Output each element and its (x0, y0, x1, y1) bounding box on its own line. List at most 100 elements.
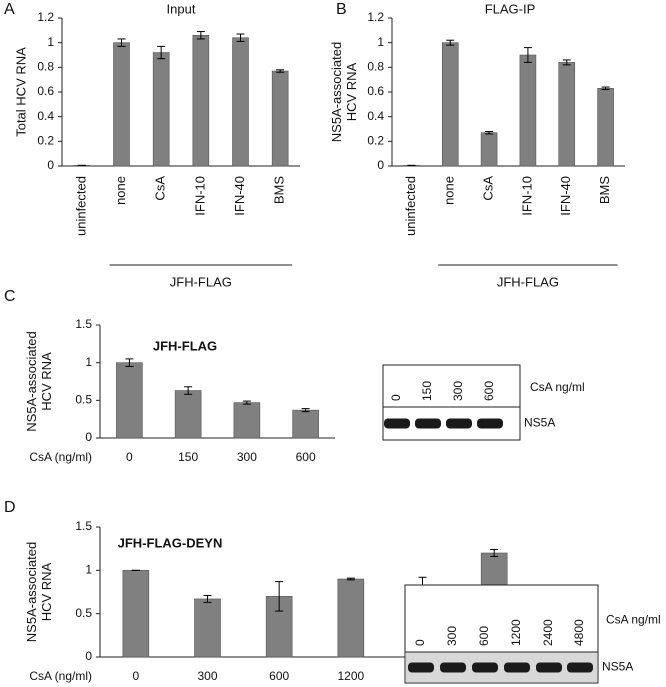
bar (152, 52, 170, 167)
x-tick-label: uninfected (403, 176, 418, 236)
bar (337, 578, 365, 658)
x-tick-label: IFN-40 (558, 176, 573, 216)
x-tick-label: 600 (269, 669, 289, 683)
group-label: JFH-FLAG (170, 274, 232, 289)
y-axis-label: NS5A-associated (24, 542, 39, 642)
bar (292, 409, 319, 439)
chart-title: JFH-FLAG-DEYN (118, 535, 223, 550)
panel-letter: A (4, 1, 15, 18)
blot-treatment: CsA ng/ml (606, 613, 661, 627)
x-axis-label: CsA (ng/ml) (29, 450, 92, 464)
lane-label: 4800 (572, 619, 586, 646)
chart-title: Input (167, 1, 196, 16)
error-bar (601, 86, 610, 91)
y-tick-label: 1 (47, 35, 54, 49)
y-tick-label: 0.6 (367, 84, 384, 98)
blot-band (408, 662, 434, 673)
lane-label: 2400 (541, 619, 555, 646)
x-tick-label: BMS (272, 176, 287, 205)
blot-band (567, 662, 593, 673)
error-bar (301, 408, 310, 413)
panel-letter: D (4, 499, 16, 516)
blot-band (472, 662, 498, 673)
error-bar (236, 33, 245, 42)
x-axis-label: CsA (ng/ml) (29, 669, 92, 683)
y-tick-label: 1 (85, 355, 92, 369)
bar (192, 34, 210, 167)
lane-label: 0 (413, 639, 427, 646)
bar (116, 362, 143, 439)
error-bar (125, 358, 134, 367)
lane-label: 1200 (509, 619, 523, 646)
bar (271, 70, 289, 167)
x-tick-label: 300 (197, 669, 217, 683)
error-bar (523, 47, 532, 63)
y-axis-label: NS5A-associated (329, 42, 344, 142)
bar (194, 598, 221, 658)
blot-band (536, 662, 562, 673)
blot-band (446, 418, 472, 429)
group-label: JFH-FLAG (497, 274, 559, 289)
y-tick-label: 1.2 (367, 10, 384, 24)
y-tick-label: 1 (85, 563, 92, 577)
y-tick-label: 0.5 (75, 393, 92, 407)
x-tick-label: IFN-10 (192, 176, 207, 216)
error-bar (242, 400, 251, 405)
y-tick-label: 1.5 (75, 317, 92, 331)
blot-protein: NS5A (524, 416, 555, 430)
error-bar (184, 386, 193, 395)
x-tick-label: CsA (153, 176, 168, 201)
error-bar (157, 45, 166, 60)
y-tick-label: 0.2 (367, 134, 384, 148)
y-axis-label: HCV RNA (344, 62, 359, 121)
bar (519, 54, 537, 167)
bar (233, 402, 261, 439)
x-tick-label: 600 (296, 450, 316, 464)
y-tick-label: 0.8 (367, 60, 384, 74)
error-bar (485, 130, 494, 135)
y-axis-label: HCV RNA (39, 352, 54, 411)
chart-title: JFH-FLAG (153, 338, 217, 353)
bar (597, 88, 614, 167)
bar (480, 132, 498, 167)
blot-band (440, 662, 466, 673)
y-tick-label: 0.4 (367, 109, 384, 123)
x-tick-label: none (113, 176, 128, 205)
lane-label: 300 (445, 626, 459, 646)
x-tick-label: 0 (126, 450, 133, 464)
lane-label: 600 (477, 626, 491, 646)
error-bar (196, 31, 205, 40)
y-tick-label: 0 (47, 158, 54, 172)
blot-protein: NS5A (602, 660, 633, 674)
y-tick-label: 0.6 (37, 84, 54, 98)
error-bar (275, 581, 284, 612)
y-tick-label: 0 (377, 158, 384, 172)
bar (441, 42, 459, 167)
error-bar (490, 549, 499, 557)
bar (232, 37, 249, 167)
x-tick-label: none (442, 176, 457, 205)
y-tick-label: 0.5 (75, 606, 92, 620)
x-tick-label: BMS (597, 176, 612, 205)
x-tick-label: 1200 (337, 669, 364, 683)
error-bar (276, 69, 285, 73)
lane-label: 600 (482, 381, 496, 401)
y-tick-label: 1.2 (37, 10, 54, 24)
y-tick-label: 1 (377, 35, 384, 49)
x-tick-label: 150 (178, 450, 198, 464)
x-tick-label: 0 (132, 669, 139, 683)
lane-label: 0 (389, 394, 403, 401)
y-tick-label: 0.8 (37, 60, 54, 74)
x-tick-label: CsA (481, 176, 496, 201)
error-bar (117, 38, 126, 47)
error-bar (446, 39, 455, 46)
y-tick-label: 0 (85, 430, 92, 444)
blot-band (415, 418, 441, 429)
lane-label: 150 (420, 381, 434, 401)
bar (174, 390, 202, 439)
y-axis-label: HCV RNA (39, 562, 54, 621)
bar (558, 62, 576, 167)
panel-letter: B (336, 1, 347, 18)
y-axis-label: NS5A-associated (24, 331, 39, 431)
chart-title: FLAG-IP (485, 1, 536, 16)
